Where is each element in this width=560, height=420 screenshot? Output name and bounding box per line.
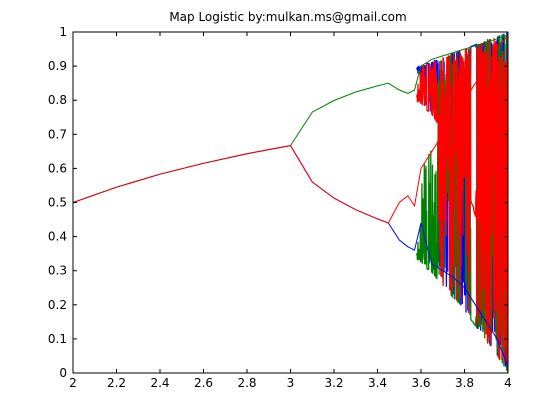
x-axis: 2 2.2 2.4 2.6 2.8 3 3.2 3.4 3.6 3.8 4 xyxy=(69,32,512,390)
x-tick-label: 3.8 xyxy=(455,376,474,390)
chart-title: Map Logistic by:mulkan.ms@gmail.com xyxy=(169,10,406,24)
x-tick-label: 3 xyxy=(287,376,295,390)
chaos-band xyxy=(416,32,508,373)
series-layer xyxy=(73,34,508,367)
y-tick-label: 0.8 xyxy=(48,93,67,107)
y-tick-label: 0.2 xyxy=(48,298,67,312)
x-tick-label: 2.8 xyxy=(237,376,256,390)
y-tick-label: 0.7 xyxy=(48,127,67,141)
y-tick-label: 0.5 xyxy=(48,196,67,210)
x-tick-label: 3.2 xyxy=(324,376,343,390)
x-tick-label: 3.4 xyxy=(368,376,387,390)
y-tick-label: 0.9 xyxy=(48,59,67,73)
chaos-trace xyxy=(416,38,508,373)
y-axis: 0 0.1 0.2 0.3 0.4 0.5 0.6 0.7 0.8 0.9 1 xyxy=(48,25,508,380)
x-tick-label: 3.6 xyxy=(411,376,430,390)
x-tick-label: 2.6 xyxy=(194,376,213,390)
x-tick-label: 4 xyxy=(504,376,512,390)
plot-area: 2 2.2 2.4 2.6 2.8 3 3.2 3.4 3.6 3.8 4 0 0.1 0.2 0.3 0.… xyxy=(48,25,512,390)
y-tick-label: 1 xyxy=(59,25,67,39)
x-tick-label: 2.2 xyxy=(107,376,126,390)
y-tick-label: 0.6 xyxy=(48,161,67,175)
series-line-2 xyxy=(73,35,508,224)
y-tick-label: 0.3 xyxy=(48,264,67,278)
y-tick-label: 0.4 xyxy=(48,230,67,244)
y-tick-label: 0 xyxy=(59,366,67,380)
y-tick-label: 0.1 xyxy=(48,332,67,346)
x-tick-label: 2.4 xyxy=(150,376,169,390)
x-tick-label: 2 xyxy=(69,376,77,390)
